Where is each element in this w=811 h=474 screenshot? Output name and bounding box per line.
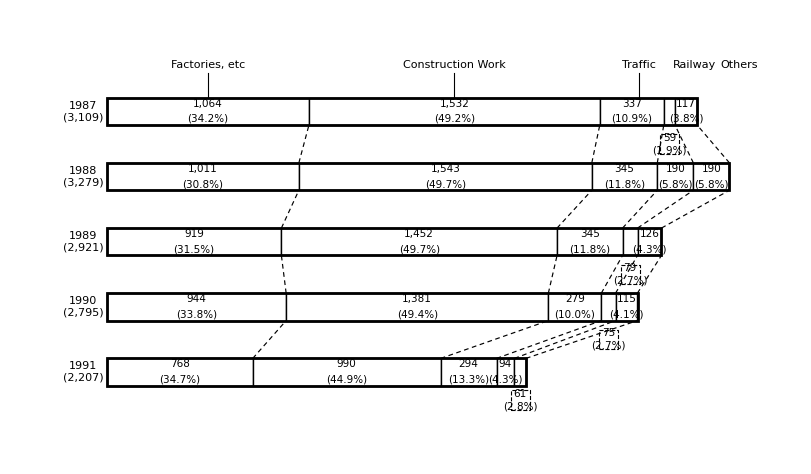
Text: (4.1%): (4.1%) xyxy=(608,310,643,319)
Text: 345: 345 xyxy=(579,229,599,239)
Text: (49.7%): (49.7%) xyxy=(424,179,466,189)
Bar xyxy=(107,163,298,190)
Text: 337: 337 xyxy=(621,99,641,109)
Text: (49.7%): (49.7%) xyxy=(398,245,440,255)
Text: (49.4%): (49.4%) xyxy=(397,310,437,319)
Text: 279: 279 xyxy=(564,294,584,304)
Bar xyxy=(510,391,529,410)
Bar xyxy=(107,163,728,190)
Bar xyxy=(298,163,591,190)
Text: 944: 944 xyxy=(187,294,206,304)
Text: 1989
(2,921): 1989 (2,921) xyxy=(62,231,103,253)
Text: (1.9%): (1.9%) xyxy=(651,145,686,155)
Text: (11.8%): (11.8%) xyxy=(603,179,644,189)
Bar xyxy=(599,330,617,349)
Text: (3.8%): (3.8%) xyxy=(668,114,702,124)
Text: (31.5%): (31.5%) xyxy=(174,245,214,255)
Text: 1,064: 1,064 xyxy=(193,99,222,109)
Text: (4.3%): (4.3%) xyxy=(487,374,522,385)
Bar xyxy=(107,98,697,125)
Text: 94: 94 xyxy=(498,359,512,370)
Text: (5.8%): (5.8%) xyxy=(693,179,727,189)
Text: 79: 79 xyxy=(623,263,636,273)
Bar xyxy=(656,163,693,190)
Text: 1988
(3,279): 1988 (3,279) xyxy=(62,166,103,187)
Text: (2.7%): (2.7%) xyxy=(612,275,646,286)
Text: (5.8%): (5.8%) xyxy=(657,179,692,189)
Text: (11.8%): (11.8%) xyxy=(569,245,610,255)
Bar xyxy=(620,264,639,284)
Text: (30.8%): (30.8%) xyxy=(182,179,223,189)
Text: 1,381: 1,381 xyxy=(401,294,431,304)
Bar xyxy=(615,293,637,320)
Text: 990: 990 xyxy=(337,359,356,370)
Text: 75: 75 xyxy=(601,328,614,338)
Text: 117: 117 xyxy=(676,99,695,109)
Text: Factories, etc: Factories, etc xyxy=(170,60,245,70)
Bar xyxy=(663,98,674,125)
Text: (34.7%): (34.7%) xyxy=(159,374,200,385)
Text: 190: 190 xyxy=(701,164,720,174)
Text: Traffic: Traffic xyxy=(622,60,655,70)
Text: 1991
(2,207): 1991 (2,207) xyxy=(62,361,103,383)
Bar xyxy=(107,358,252,386)
Text: 1990
(2,795): 1990 (2,795) xyxy=(62,296,103,318)
Bar xyxy=(107,98,308,125)
Bar xyxy=(659,134,678,154)
Text: 1,532: 1,532 xyxy=(439,99,469,109)
Text: (44.9%): (44.9%) xyxy=(326,374,367,385)
Text: 59: 59 xyxy=(662,133,675,143)
Bar xyxy=(107,293,285,320)
Bar xyxy=(599,98,663,125)
Text: (2.7%): (2.7%) xyxy=(590,341,625,351)
Bar xyxy=(107,228,281,255)
Text: 768: 768 xyxy=(169,359,190,370)
Text: Others: Others xyxy=(719,60,757,70)
Text: 1,011: 1,011 xyxy=(188,164,217,174)
Text: 126: 126 xyxy=(639,229,659,239)
Text: 294: 294 xyxy=(458,359,478,370)
Bar xyxy=(107,293,637,320)
Text: (4.3%): (4.3%) xyxy=(632,245,666,255)
Text: 1,543: 1,543 xyxy=(430,164,460,174)
Text: (2.8%): (2.8%) xyxy=(502,401,537,411)
Bar xyxy=(252,358,440,386)
Text: 115: 115 xyxy=(616,294,636,304)
Text: 61: 61 xyxy=(513,389,526,399)
Bar xyxy=(496,358,513,386)
Bar xyxy=(107,228,661,255)
Bar xyxy=(440,358,496,386)
Text: 919: 919 xyxy=(184,229,204,239)
Bar xyxy=(591,163,656,190)
Bar xyxy=(513,358,526,386)
Bar xyxy=(556,228,622,255)
Text: 345: 345 xyxy=(614,164,633,174)
Text: Railway: Railway xyxy=(672,60,715,70)
Text: (10.9%): (10.9%) xyxy=(611,114,651,124)
Text: (10.0%): (10.0%) xyxy=(554,310,594,319)
Bar xyxy=(693,163,728,190)
Text: (34.2%): (34.2%) xyxy=(187,114,228,124)
Text: (13.3%): (13.3%) xyxy=(448,374,488,385)
Text: 1987
(3,109): 1987 (3,109) xyxy=(62,100,103,122)
Bar xyxy=(601,293,615,320)
Bar xyxy=(674,98,697,125)
Text: (33.8%): (33.8%) xyxy=(176,310,217,319)
Bar xyxy=(281,228,556,255)
Bar xyxy=(107,358,526,386)
Bar xyxy=(285,293,547,320)
Text: 190: 190 xyxy=(665,164,684,174)
Text: Construction Work: Construction Work xyxy=(402,60,505,70)
Bar xyxy=(637,228,661,255)
Bar xyxy=(622,228,637,255)
Text: 1,452: 1,452 xyxy=(404,229,434,239)
Bar xyxy=(308,98,599,125)
Bar xyxy=(547,293,601,320)
Text: (49.2%): (49.2%) xyxy=(433,114,474,124)
